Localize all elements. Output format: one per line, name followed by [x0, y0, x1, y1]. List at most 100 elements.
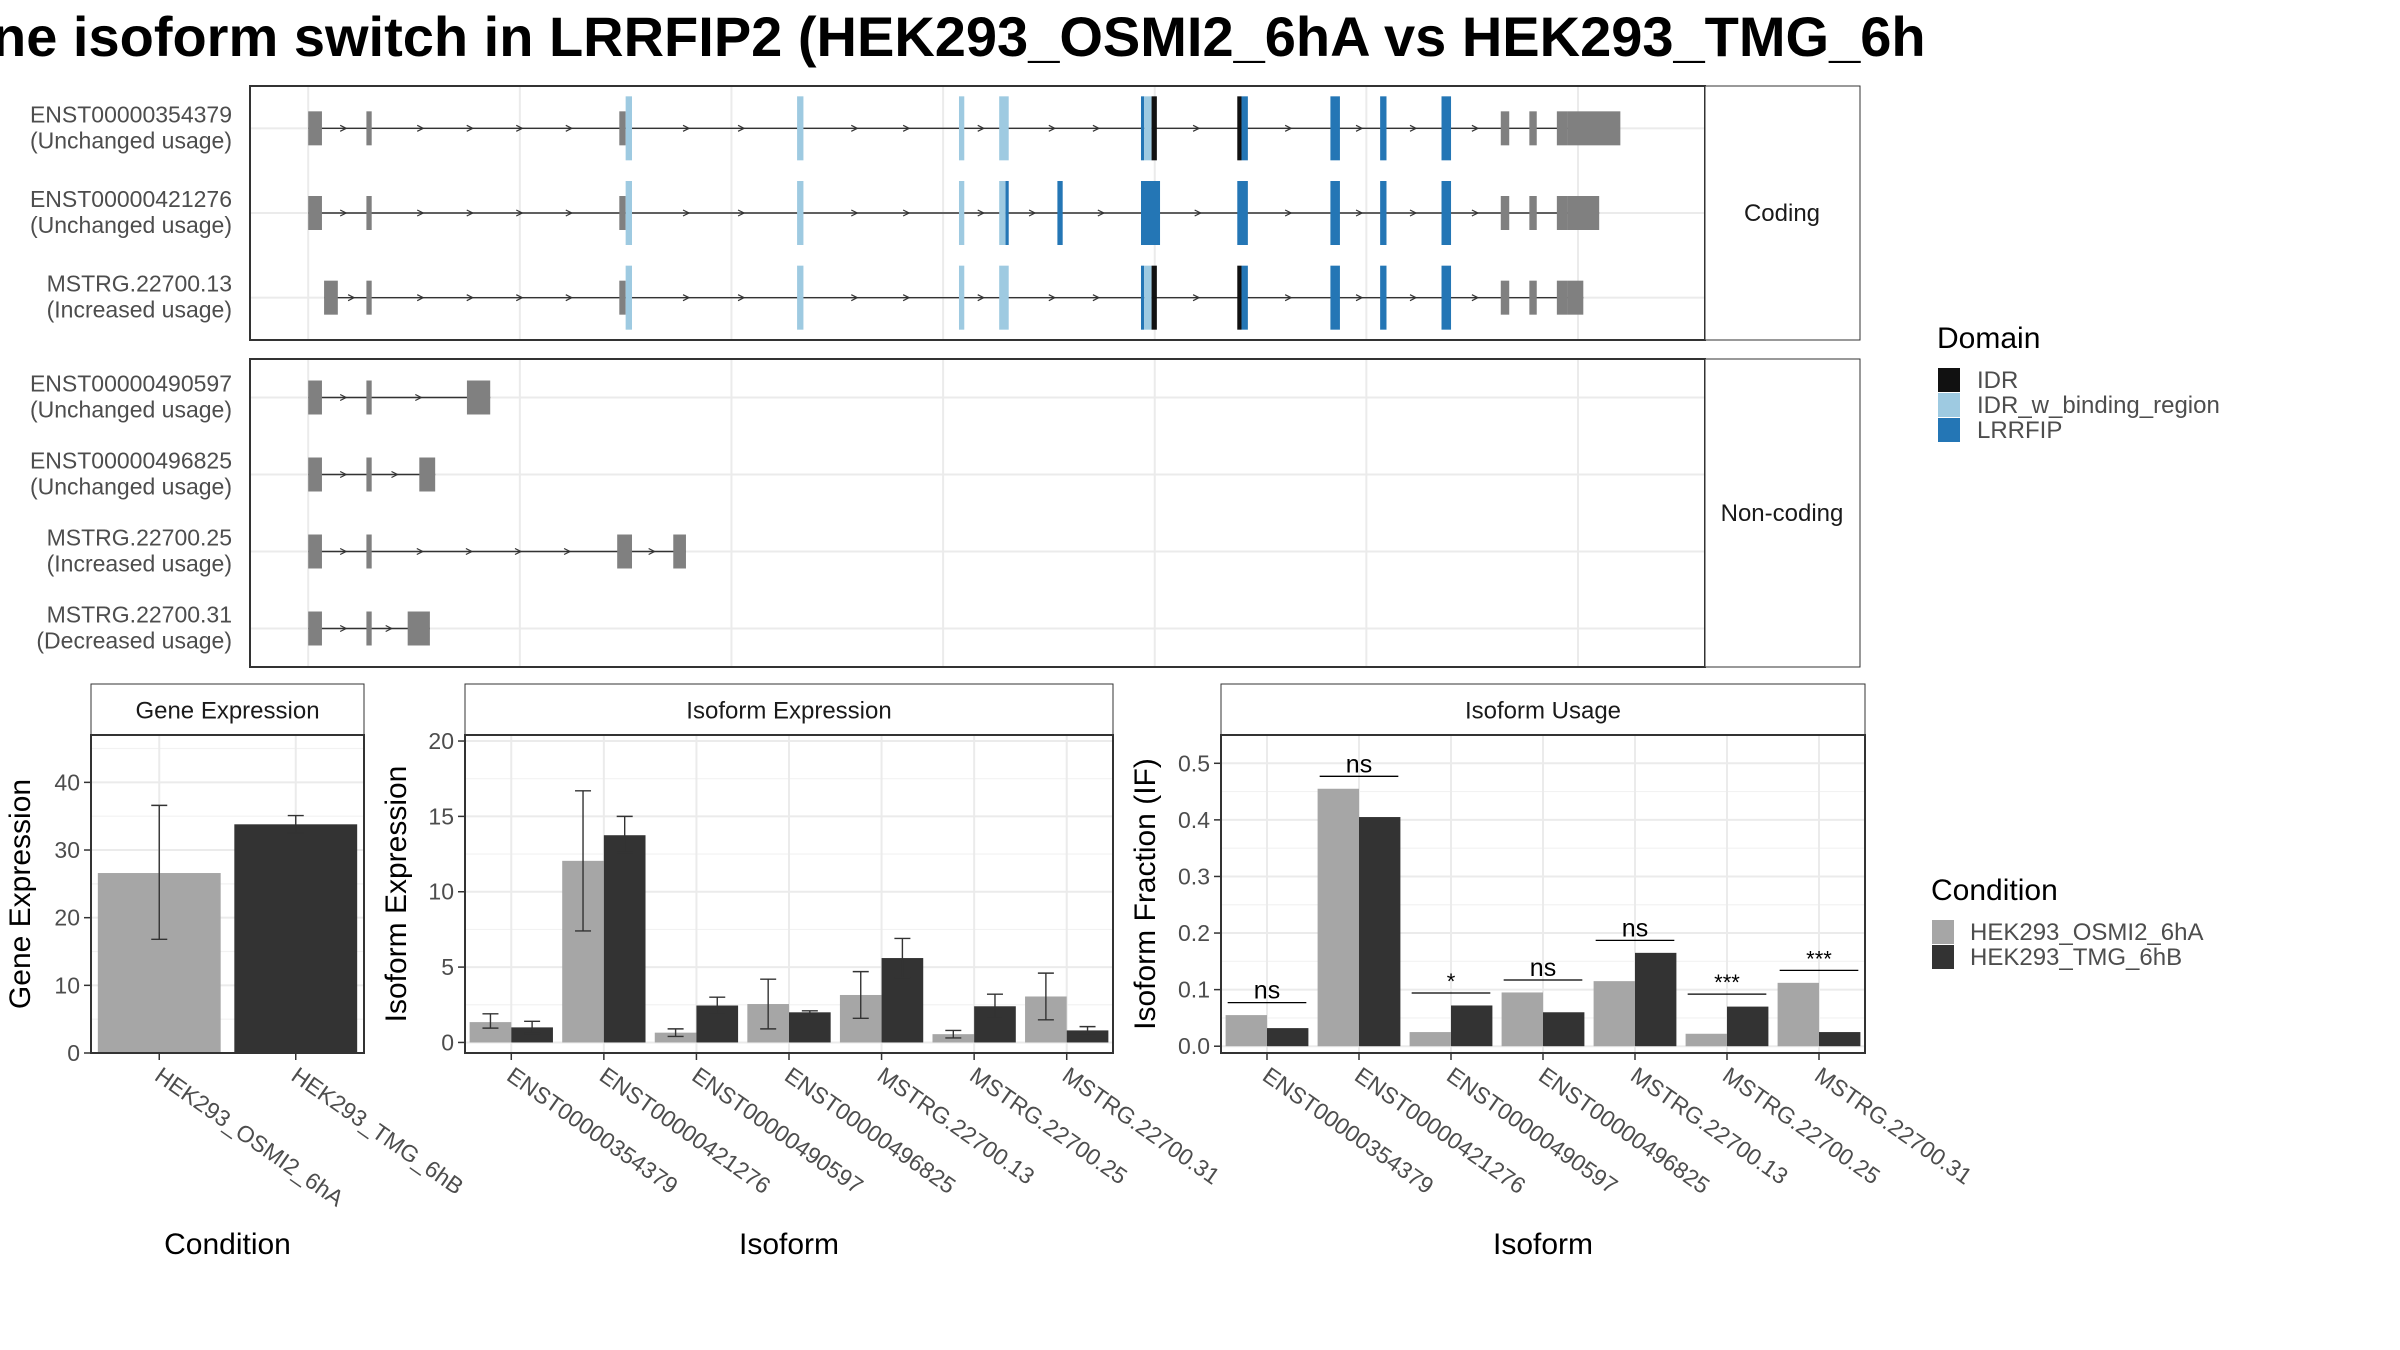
- y-tick-label: 0: [441, 1029, 454, 1055]
- isoform-label: ENST00000354379: [30, 101, 232, 127]
- y-tick-label: 0.3: [1178, 863, 1210, 889]
- x-tick-label: ENST00000354379: [502, 1062, 682, 1199]
- domain-block: [958, 265, 965, 330]
- exon-block: [308, 196, 322, 230]
- domain-block: [1441, 96, 1452, 161]
- panel-strip: [90, 683, 365, 736]
- panel-border: [464, 734, 1114, 1054]
- structure-facet-coding: ENST00000354379(Unchanged usage)ENST0000…: [30, 85, 1861, 341]
- strand-arrow: [1409, 124, 1418, 132]
- strand-arrow: [1409, 294, 1418, 302]
- panel-strip: [464, 683, 1114, 736]
- bar: [1317, 788, 1359, 1047]
- strand-arrow: [737, 209, 746, 217]
- isoform-label: MSTRG.22700.25: [47, 525, 232, 551]
- strand-arrow: [565, 124, 574, 132]
- domain-block: [1241, 96, 1248, 161]
- bar: [1359, 817, 1401, 1047]
- domain-block: [1330, 265, 1340, 330]
- facet-strip: [1704, 85, 1861, 341]
- domain-block: [625, 96, 633, 161]
- x-tick-label: MSTRG.22700.25: [965, 1062, 1132, 1190]
- panel-strip-label: Isoform Expression: [686, 698, 891, 725]
- exon-block: [324, 280, 338, 315]
- strand-arrow: [466, 209, 475, 217]
- domain-block: [797, 181, 804, 245]
- exon-block: [366, 280, 372, 315]
- strand-arrow: [1192, 294, 1201, 302]
- strand-arrow: [851, 294, 859, 302]
- x-tick-label: MSTRG.22700.13: [1626, 1062, 1793, 1190]
- x-tick-label: ENST00000490597: [688, 1062, 868, 1199]
- strand-arrow: [565, 294, 574, 302]
- usage-label: (Increased usage): [47, 551, 232, 577]
- strand-arrow: [682, 124, 691, 132]
- strand-arrow: [1192, 124, 1201, 132]
- strand-arrow: [1092, 124, 1101, 132]
- bar: [603, 835, 646, 1043]
- strand-arrow: [565, 209, 574, 217]
- strand-arrow: [391, 470, 399, 479]
- x-axis-title: Isoform: [739, 1228, 839, 1261]
- exon-block: [1556, 111, 1568, 146]
- x-tick-label: ENST00000421276: [1350, 1062, 1530, 1199]
- y-axis-title: Isoform Expression: [380, 766, 413, 1023]
- domain-block: [958, 96, 965, 161]
- isoform-row: [308, 96, 1621, 161]
- isoform-row: [308, 611, 430, 646]
- exon-block: [617, 534, 633, 569]
- usage-label: (Increased usage): [47, 297, 232, 323]
- strand-arrow: [682, 209, 691, 217]
- legend-swatch: [1938, 393, 1960, 417]
- x-tick-label: ENST00000496825: [780, 1062, 960, 1199]
- bar: [1685, 1033, 1727, 1047]
- strand-arrow: [1092, 294, 1101, 302]
- strand-arrow: [851, 209, 859, 217]
- exon-block: [366, 196, 372, 230]
- y-tick-label: 0.5: [1178, 750, 1210, 776]
- domain-block: [999, 265, 1009, 330]
- exon-block: [619, 280, 626, 315]
- bar: [234, 824, 358, 1053]
- isoform-row: [308, 380, 491, 415]
- legend-label: LRRFIP: [1977, 417, 2062, 444]
- y-tick-label: 5: [441, 954, 454, 980]
- exon-block: [1500, 111, 1510, 146]
- bar: [1727, 1006, 1769, 1047]
- significance-label: ns: [1530, 954, 1556, 982]
- legend-swatch: [1932, 920, 1954, 944]
- strand-arrow: [339, 547, 348, 556]
- domain-block: [1237, 265, 1242, 330]
- strand-arrow: [416, 124, 425, 132]
- facet-strip-label: Coding: [1744, 200, 1820, 227]
- strand-arrow: [339, 624, 348, 633]
- strand-arrow: [515, 294, 524, 302]
- significance-label: ns: [1622, 914, 1648, 942]
- strand-arrow: [339, 470, 348, 479]
- significance-label: ***: [1806, 946, 1832, 971]
- strand-arrow: [515, 124, 524, 132]
- strand-arrow: [1471, 209, 1480, 217]
- domain-block: [797, 265, 804, 330]
- significance-label: ***: [1714, 970, 1740, 995]
- exon-block: [366, 611, 372, 646]
- strand-arrow: [514, 547, 523, 556]
- strand-arrow: [902, 209, 911, 217]
- exon-block: [419, 457, 436, 492]
- isoform-label: MSTRG.22700.31: [47, 602, 232, 628]
- panel-strip: [1220, 683, 1866, 736]
- exon-block: [308, 534, 322, 569]
- y-tick-label: 20: [54, 905, 80, 931]
- usage-label: (Decreased usage): [36, 628, 232, 654]
- domain-block: [1005, 181, 1009, 245]
- domain-legend-title: Domain: [1937, 322, 2040, 355]
- bar: [1593, 981, 1635, 1047]
- isoform-usage-panel: Isoform Usage 0.0 0.1 0.2 0.3 0.4 0.5 ns ENST000…: [1129, 683, 1977, 1261]
- strand-arrow: [977, 124, 986, 132]
- legend-label: HEK293_OSMI2_6hA: [1970, 919, 2203, 946]
- exon-block: [308, 611, 322, 646]
- exon-block: [366, 111, 372, 146]
- x-tick-label: MSTRG.22700.31: [1810, 1062, 1977, 1190]
- y-axis-title: Gene Expression: [4, 779, 37, 1009]
